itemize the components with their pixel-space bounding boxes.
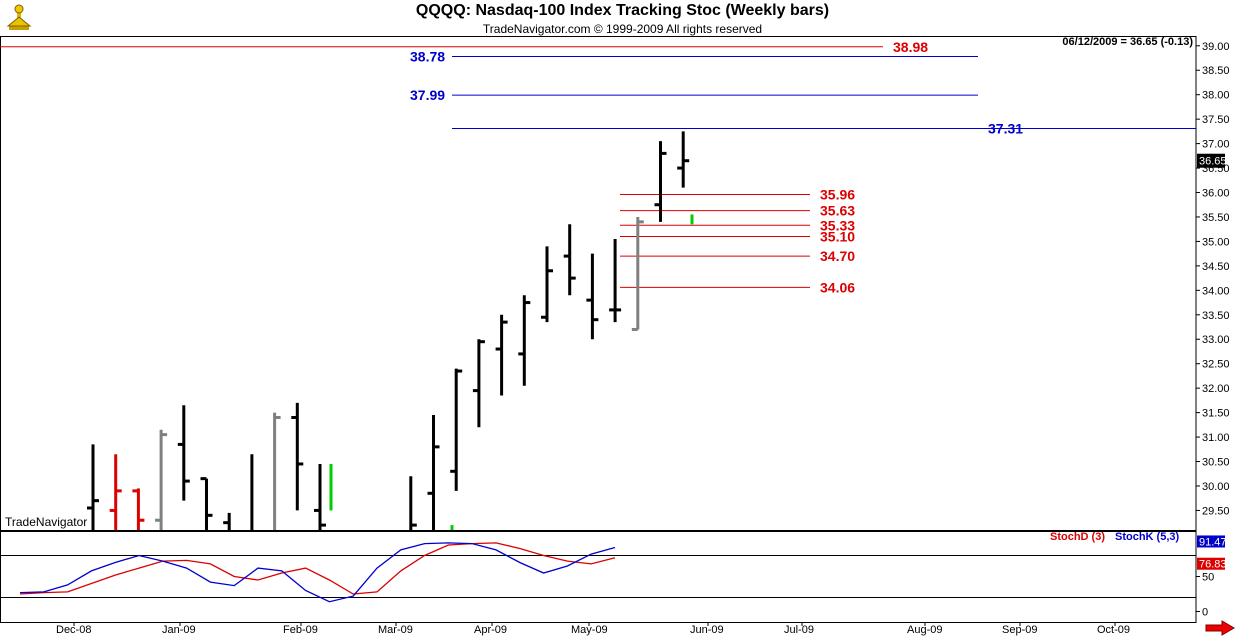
price-tick-label: 37.00 — [1202, 139, 1230, 151]
blue-level-label: 37.99 — [410, 87, 445, 103]
price-tick-label: 38.50 — [1202, 65, 1230, 77]
x-tick-label: Aug-09 — [907, 624, 942, 636]
x-tick-label: May-09 — [571, 624, 608, 636]
last-quote: 06/12/2009 = 36.65 (-0.13) — [1062, 36, 1193, 48]
price-tick-label: 30.00 — [1202, 481, 1230, 493]
stoch-last-label: 76.83 — [1199, 559, 1227, 571]
x-tick-label: Sep-09 — [1002, 624, 1037, 636]
stoch-tick-label: 0 — [1202, 607, 1208, 619]
chart-title: QQQQ: Nasdaq-100 Index Tracking Stoc (We… — [415, 2, 830, 19]
ohlc-bar — [109, 454, 122, 530]
red-level-label: 38.98 — [893, 39, 928, 55]
blue-level-label: 38.78 — [410, 49, 445, 65]
x-tick-label: Feb-09 — [283, 624, 318, 636]
stoch-last-box — [1197, 557, 1225, 570]
price-tick-label: 33.00 — [1202, 334, 1230, 346]
ohlc-bar — [563, 224, 576, 296]
ohlc-bar — [495, 314, 508, 396]
price-tick-label: 34.00 — [1202, 285, 1230, 297]
ohlc-bar — [177, 405, 190, 501]
ohlc-bar — [200, 477, 213, 530]
ohlc-bar — [541, 246, 553, 323]
blue-level-label: 37.31 — [988, 120, 1023, 136]
price-tick-label: 35.00 — [1202, 236, 1230, 248]
ohlc-bar — [472, 339, 485, 428]
ohlc-bar — [518, 295, 531, 386]
ohlc-bar — [382, 554, 394, 574]
price-tick-label: 35.50 — [1202, 212, 1230, 224]
last-price-box — [1197, 153, 1225, 168]
price-tick-label: 36.00 — [1202, 188, 1230, 200]
price-tick-label: 32.00 — [1202, 383, 1230, 395]
price-tick-label: 34.50 — [1202, 261, 1230, 273]
ohlc-bar — [132, 488, 145, 530]
ohlc-bar — [155, 429, 168, 530]
red-level-label: 35.96 — [820, 186, 855, 202]
stoch-d-line — [19, 542, 616, 595]
red-level-label: 35.33 — [820, 217, 855, 233]
price-tick-label: 31.00 — [1202, 432, 1230, 444]
ohlc-bar — [427, 415, 440, 530]
x-tick-label: Jul-09 — [784, 624, 814, 636]
price-tick-label: 33.50 — [1202, 310, 1230, 322]
red-level-label: 35.10 — [820, 229, 855, 245]
price-panel-frame — [0, 36, 1197, 531]
stoch-k-legend: StochK (5,3) — [1115, 531, 1180, 543]
price-tick-label: 29.50 — [1202, 505, 1230, 517]
x-tick-label: Mar-09 — [378, 624, 413, 636]
scroll-right-arrow-icon[interactable] — [1205, 620, 1235, 636]
ohlc-bar — [273, 412, 281, 530]
price-tick-label: 30.50 — [1202, 457, 1230, 469]
stoch-panel-frame — [0, 531, 1197, 623]
x-tick-label: Apr-09 — [474, 624, 507, 636]
red-level-label: 35.63 — [820, 203, 855, 219]
red-level-label: 34.06 — [820, 279, 855, 295]
ohlc-bar — [677, 131, 690, 188]
ohlc-bar — [87, 444, 99, 530]
stoch-k-line — [19, 542, 616, 603]
stoch-last-label: 91.47 — [1199, 536, 1227, 548]
price-tick-label: 32.50 — [1202, 359, 1230, 371]
x-tick-label: Jun-09 — [690, 624, 724, 636]
ohlc-bar — [223, 512, 231, 530]
price-tick-label: 37.50 — [1202, 114, 1230, 126]
red-level-label: 34.70 — [820, 248, 855, 264]
price-tick-label: 31.50 — [1202, 408, 1230, 420]
ohlc-bar — [291, 402, 304, 511]
ohlc-bar — [250, 454, 254, 530]
ohlc-bar — [586, 253, 599, 340]
ohlc-bar — [314, 463, 326, 530]
ohlc-bar — [409, 476, 417, 530]
price-tick-label: 38.00 — [1202, 90, 1230, 102]
watermark-text: TradeNavigator — [5, 515, 88, 529]
x-tick-label: Oct-09 — [1097, 624, 1130, 636]
price-tick-label: 39.00 — [1202, 41, 1230, 53]
trade-navigator-logo-icon — [6, 4, 32, 32]
x-tick-label: Jan-09 — [162, 624, 196, 636]
ohlc-bar — [631, 216, 644, 331]
stoch-d-legend: StochD (3) — [1050, 531, 1105, 543]
stoch-last-box — [1197, 535, 1225, 548]
ohlc-bar — [654, 141, 667, 222]
ohlc-bar — [359, 545, 371, 569]
last-price-label: 36.65 — [1199, 156, 1227, 168]
ohlc-bar — [450, 368, 463, 491]
copyright-text: TradeNavigator.com © 1999-2009 All right… — [482, 22, 763, 36]
x-tick-label: Dec-08 — [56, 624, 91, 636]
ohlc-bar — [609, 238, 622, 323]
stoch-tick-label: 50 — [1202, 572, 1214, 584]
